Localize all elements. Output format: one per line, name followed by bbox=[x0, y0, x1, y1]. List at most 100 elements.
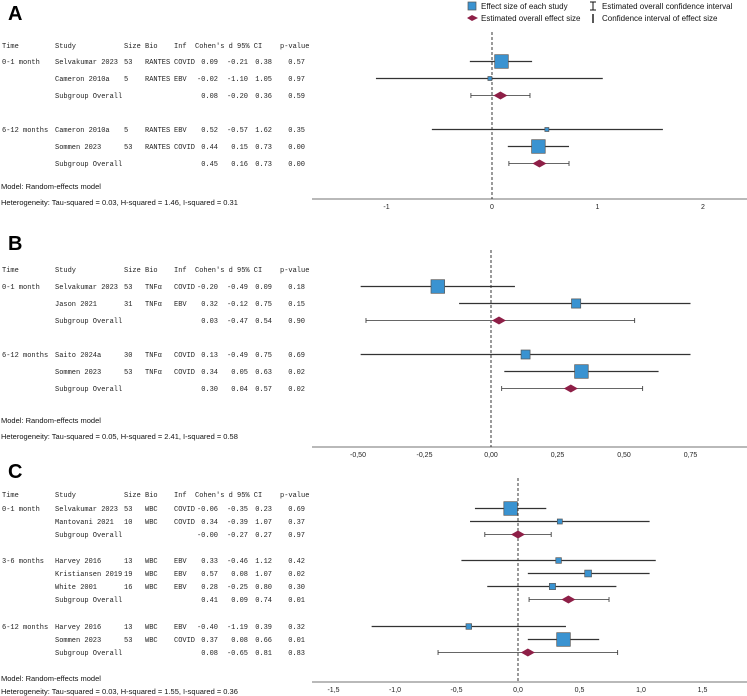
ci-upper: 0.80 bbox=[255, 584, 272, 592]
heterogeneity-text: Heterogeneity: Tau-squared = 0.05, H-squ… bbox=[1, 432, 238, 441]
biomarker: TNFα bbox=[145, 301, 162, 309]
study-row: Harvey 2016 13 WBC EBV -0.40 -1.19 0.39 0.32 bbox=[55, 623, 566, 632]
p-value: 0.97 bbox=[288, 76, 305, 84]
study-effect-square bbox=[430, 279, 445, 294]
biomarker: RANTES bbox=[145, 127, 170, 135]
ci-upper: 0.39 bbox=[255, 624, 272, 632]
infection: EBV bbox=[174, 624, 187, 632]
cohens-d: -0.40 bbox=[197, 624, 218, 632]
x-tick-label: 1,0 bbox=[636, 687, 646, 694]
overall-cohens-d: 0.03 bbox=[201, 318, 218, 326]
sample-size: 53 bbox=[124, 637, 132, 645]
cohens-d: 0.28 bbox=[201, 584, 218, 592]
ci-lower: 0.15 bbox=[231, 144, 248, 152]
subgroup-time-label: 0-1 month bbox=[2, 284, 40, 292]
overall-ci-upper: 0.74 bbox=[255, 597, 272, 605]
overall-ci-lower: -0.65 bbox=[227, 650, 248, 658]
overall-ci-lower: 0.09 bbox=[231, 597, 248, 605]
ci-upper: 0.73 bbox=[255, 144, 272, 152]
ci-lower: -0.39 bbox=[227, 519, 248, 527]
overall-label: Subgroup Overall bbox=[55, 532, 122, 540]
x-tick-label: 0,25 bbox=[551, 452, 565, 459]
overall-ci-lower: -0.20 bbox=[227, 93, 248, 101]
overall-label: Subgroup Overall bbox=[55, 161, 122, 169]
infection: COVID bbox=[174, 352, 195, 360]
study-row: White 2001 16 WBC EBV 0.28 -0.25 0.80 0.30 bbox=[55, 583, 617, 592]
column-header: Cohen's d bbox=[195, 43, 233, 51]
overall-effect-diamond bbox=[561, 595, 576, 604]
infection: COVID bbox=[174, 637, 195, 645]
ci-lower: -0.35 bbox=[227, 506, 248, 514]
study-row: Selvakumar 2023 53 WBC COVID -0.06 -0.35 0.23 0… bbox=[55, 501, 547, 516]
cohens-d: 0.37 bbox=[201, 637, 218, 645]
study-effect-square bbox=[584, 569, 592, 578]
study-effect-square bbox=[503, 501, 518, 516]
column-header: p-value bbox=[280, 492, 309, 500]
legend-overall-ci-icon bbox=[590, 1, 596, 11]
overall-p-value: 0.01 bbox=[288, 597, 305, 605]
biomarker: WBC bbox=[145, 558, 158, 566]
infection: COVID bbox=[174, 284, 195, 292]
cohens-d: 0.13 bbox=[201, 352, 218, 360]
study-name: Sommen 2023 bbox=[55, 369, 101, 377]
cohens-d: 0.34 bbox=[201, 519, 218, 527]
study-effect-square bbox=[555, 557, 562, 564]
x-tick-label: -0,5 bbox=[450, 687, 462, 694]
x-tick-label: -1 bbox=[383, 204, 389, 211]
column-header: Cohen's d bbox=[195, 492, 233, 500]
column-header: Inf bbox=[174, 43, 187, 51]
overall-label: Subgroup Overall bbox=[55, 93, 122, 101]
subgroup-overall-row: Subgroup Overall 0.08 -0.65 0.81 0.83 bbox=[55, 648, 619, 658]
study-effect-square bbox=[574, 364, 589, 379]
study-name: Mantovani 2021 bbox=[55, 519, 114, 527]
ci-upper: 0.75 bbox=[255, 352, 272, 360]
overall-label: Subgroup Overall bbox=[55, 597, 122, 605]
biomarker: WBC bbox=[145, 506, 158, 514]
study-name: Jason 2021 bbox=[55, 301, 97, 309]
column-header: Inf bbox=[174, 492, 187, 500]
p-value: 0.57 bbox=[288, 59, 305, 67]
study-row: Selvakumar 2023 53 RANTES COVID 0.09 -0.21 0.3… bbox=[55, 54, 533, 69]
ci-lower: -1.10 bbox=[227, 76, 248, 84]
p-value: 0.32 bbox=[288, 624, 305, 632]
ci-lower: -1.19 bbox=[227, 624, 248, 632]
x-tick-label: -0,50 bbox=[350, 452, 366, 459]
sample-size: 53 bbox=[124, 506, 132, 514]
ci-upper: 0.66 bbox=[255, 637, 272, 645]
p-value: 0.42 bbox=[288, 558, 305, 566]
cohens-d: -0.02 bbox=[197, 76, 218, 84]
biomarker: RANTES bbox=[145, 144, 170, 152]
overall-p-value: 0.00 bbox=[288, 161, 305, 169]
ci-upper: 1.62 bbox=[255, 127, 272, 135]
overall-cohens-d: 0.45 bbox=[201, 161, 218, 169]
study-name: White 2001 bbox=[55, 584, 97, 592]
study-row: Saito 2024a 30 TNFα COVID 0.13 -0.49 0.75 0.69 bbox=[55, 349, 691, 360]
study-name: Harvey 2016 bbox=[55, 558, 101, 566]
overall-ci-lower: 0.04 bbox=[231, 386, 248, 394]
x-tick-label: 0,75 bbox=[684, 452, 698, 459]
overall-ci-lower: 0.16 bbox=[231, 161, 248, 169]
study-name: Selvakumar 2023 bbox=[55, 284, 118, 292]
p-value: 0.69 bbox=[288, 352, 305, 360]
subgroup-time-label: 0-1 month bbox=[2, 506, 40, 514]
study-name: Cameron 2010a bbox=[55, 127, 110, 135]
ci-lower: -0.49 bbox=[227, 284, 248, 292]
legend-overall-diamond-icon bbox=[467, 15, 478, 21]
study-effect-square bbox=[556, 632, 571, 647]
study-row: Cameron 2010a 5 RANTES EBV -0.02 -1.10 1.05 0.9… bbox=[55, 76, 603, 84]
p-value: 0.18 bbox=[288, 284, 305, 292]
column-header: Bio bbox=[145, 267, 158, 275]
overall-ci-lower: -0.27 bbox=[227, 532, 248, 540]
legend-overall-ci-label: Estimated overall confidence interval bbox=[602, 2, 733, 11]
legend-study-square-icon bbox=[467, 1, 477, 11]
subgroup-time-label: 6-12 months bbox=[2, 127, 48, 135]
study-effect-square bbox=[531, 139, 546, 154]
column-header: p-value bbox=[280, 267, 309, 275]
legend-study-label: Effect size of each study bbox=[481, 2, 568, 11]
study-name: Cameron 2010a bbox=[55, 76, 110, 84]
subgroup-time-label: 6-12 months bbox=[2, 352, 48, 360]
study-effect-square bbox=[487, 76, 493, 81]
ci-lower: -0.21 bbox=[227, 59, 248, 67]
ci-upper: 0.09 bbox=[255, 284, 272, 292]
overall-ci-upper: 0.54 bbox=[255, 318, 272, 326]
